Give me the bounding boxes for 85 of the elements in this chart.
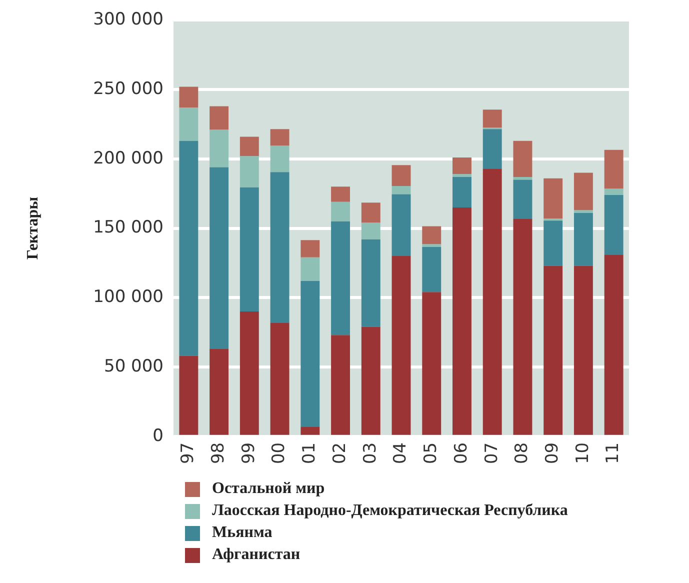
bar	[422, 226, 442, 244]
bar	[270, 129, 290, 146]
bar	[452, 158, 472, 174]
bar	[240, 136, 259, 156]
bar	[179, 86, 198, 108]
bar	[544, 178, 563, 219]
bar	[422, 244, 442, 248]
bar	[300, 240, 320, 258]
y-tick-label: 200 000	[93, 148, 164, 168]
bar	[300, 281, 320, 427]
bar	[513, 180, 532, 219]
x-tick-label: 05	[421, 442, 442, 464]
bar	[574, 266, 593, 435]
bar	[240, 312, 259, 435]
y-axis-title: Гектары	[24, 196, 42, 260]
legend-label: Мьянма	[212, 524, 272, 542]
bar	[513, 218, 532, 435]
bar	[392, 256, 411, 435]
bar	[331, 221, 350, 336]
x-tick-label: 09	[542, 442, 563, 464]
bar	[604, 194, 624, 255]
x-tick-label: 03	[360, 442, 380, 464]
bar	[482, 129, 502, 169]
bar	[331, 202, 350, 222]
bar	[482, 168, 502, 435]
bar	[422, 292, 442, 435]
bar	[179, 356, 198, 435]
x-tick-label: 07	[482, 442, 502, 464]
bar	[574, 213, 593, 266]
bar	[179, 140, 198, 356]
bar	[270, 172, 290, 323]
x-tick-label: 06	[451, 442, 472, 464]
x-tick-label: 10	[572, 442, 593, 464]
x-tick-label: 02	[330, 442, 350, 464]
bar	[210, 130, 229, 168]
bar	[300, 426, 320, 435]
bar	[179, 108, 198, 141]
bar	[270, 322, 290, 435]
bar	[270, 146, 290, 172]
bar	[513, 140, 532, 177]
bar	[361, 326, 380, 435]
y-tick-label: 250 000	[93, 78, 164, 99]
bar	[300, 257, 320, 281]
x-tick-label: 04	[390, 442, 411, 464]
bar	[544, 266, 563, 435]
bar	[240, 187, 259, 312]
bar	[361, 222, 380, 240]
bar	[604, 150, 624, 189]
bar	[331, 186, 350, 202]
legend-label: Афганистан	[212, 546, 300, 564]
bar	[331, 335, 350, 435]
x-tick-label: 11	[603, 442, 624, 464]
bar	[544, 220, 563, 266]
legend-label: Лаосская Народно-Демократическая Республика	[212, 502, 568, 520]
y-tick-label: 50 000	[104, 356, 164, 376]
y-tick-label: 0	[152, 426, 164, 446]
bar	[361, 239, 380, 327]
legend-label: Остальной мир	[212, 480, 325, 498]
bar	[210, 167, 229, 349]
x-tick-label: 99	[238, 442, 259, 464]
bar	[574, 210, 593, 214]
bar	[482, 110, 502, 128]
bar	[604, 254, 624, 435]
bar	[452, 176, 472, 208]
x-tick-label: 00	[269, 442, 290, 464]
x-tick-label: 98	[208, 442, 228, 464]
bar	[604, 188, 624, 195]
bar	[210, 348, 229, 435]
x-tick-label: 97	[178, 442, 198, 464]
bar	[392, 186, 411, 194]
bar	[452, 207, 472, 435]
x-tick-label: 08	[512, 442, 532, 464]
bar	[392, 165, 411, 186]
bar	[574, 172, 593, 210]
bar	[392, 194, 411, 256]
bar	[210, 106, 229, 130]
bar	[361, 202, 380, 223]
x-tick-label: 01	[300, 442, 320, 464]
y-tick-label: 150 000	[93, 218, 164, 238]
y-tick-label: 100 000	[93, 287, 164, 308]
bar	[422, 247, 442, 292]
bar	[513, 176, 532, 180]
bar	[240, 156, 259, 188]
bar	[452, 174, 472, 177]
y-tick-label: 300 000	[93, 10, 164, 30]
